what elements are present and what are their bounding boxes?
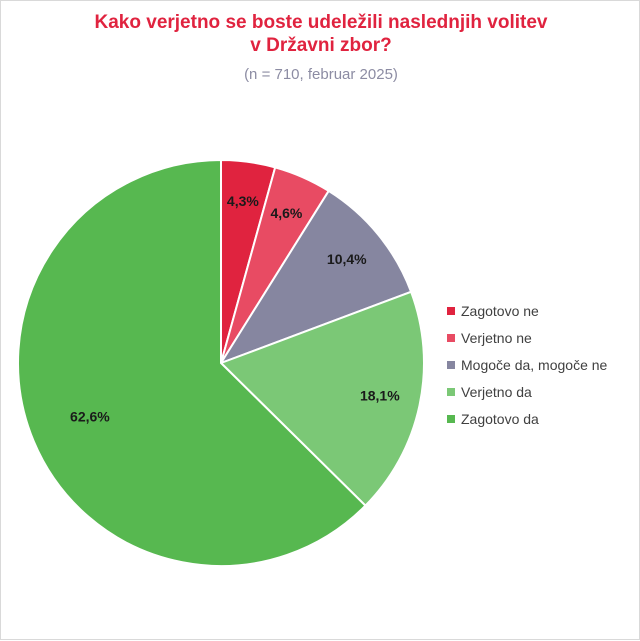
legend-label: Verjetno da — [461, 383, 532, 400]
pie-slice-4 — [17, 158, 367, 567]
legend-swatch — [447, 333, 455, 342]
legend-swatch — [447, 360, 455, 369]
chart-title: Kako verjetno se boste udeležili nasledn… — [1, 11, 640, 57]
legend: Zagotovo ne Verjetno ne Mogoče da, mogoč… — [447, 297, 607, 432]
legend-item-verjetno-ne: Verjetno ne — [447, 324, 607, 351]
legend-swatch — [447, 306, 455, 315]
chart-title-line-1: Kako verjetno se boste udeležili nasledn… — [94, 12, 548, 33]
legend-item-verjetno-da: Verjetno da — [447, 378, 607, 405]
chart-subtitle: (n = 710, februar 2025) — [244, 66, 398, 83]
data-label-1: 4,6% — [270, 205, 302, 221]
legend-item-zagotovo-da: Zagotovo da — [447, 405, 607, 432]
legend-label: Verjetno ne — [461, 329, 532, 346]
legend-label: Mogoče da, mogoče ne — [461, 356, 608, 373]
legend-swatch — [447, 414, 455, 423]
pie-slice-3 — [219, 290, 425, 508]
legend-item-mogoce: Mogoče da, mogoče ne — [447, 351, 607, 378]
pie-slice-2 — [218, 189, 413, 365]
data-label-3: 18,1% — [360, 388, 400, 404]
data-label-2: 10,4% — [327, 251, 367, 267]
data-label-0: 4,3% — [227, 193, 259, 209]
data-label-4: 62,6% — [70, 408, 110, 424]
legend-swatch — [447, 387, 455, 396]
legend-item-zagotovo-ne: Zagotovo ne — [447, 297, 607, 324]
chart-title-line-2: v Državni zbor? — [250, 35, 392, 56]
legend-label: Zagotovo ne — [461, 302, 539, 319]
legend-label: Zagotovo da — [461, 410, 539, 427]
